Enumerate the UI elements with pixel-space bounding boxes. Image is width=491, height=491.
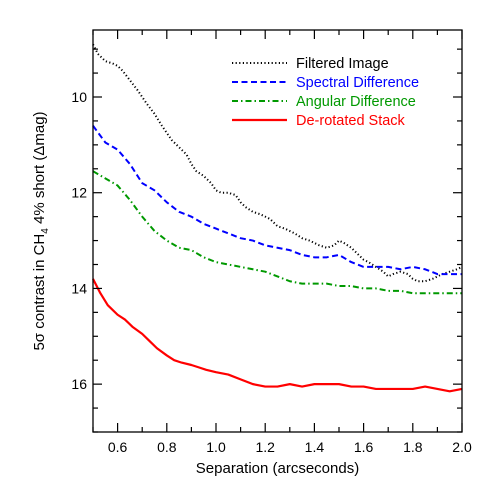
y-tick-label: 16 bbox=[71, 376, 87, 392]
series-line-filtered-image bbox=[92, 43, 463, 283]
series-layer bbox=[92, 43, 463, 393]
x-tick-label: 1.2 bbox=[255, 439, 275, 455]
y-axis-label-prefix: 5σ contrast in CH bbox=[31, 234, 48, 351]
x-tick-label: 1.4 bbox=[305, 439, 325, 455]
x-tick-label: 1.0 bbox=[206, 439, 226, 455]
x-axis-label: Separation (arcseconds) bbox=[196, 460, 359, 477]
x-tick-label: 1.6 bbox=[354, 439, 374, 455]
x-tick-label: 0.8 bbox=[157, 439, 177, 455]
plot-frame bbox=[92, 29, 463, 433]
y-tick-label: 12 bbox=[71, 185, 87, 201]
ticks-layer bbox=[92, 30, 463, 433]
x-tick-label: 2.0 bbox=[452, 439, 472, 455]
legend-label: Filtered Image bbox=[296, 56, 389, 72]
series-line-spectral-difference bbox=[92, 125, 462, 276]
y-tick-label: 10 bbox=[71, 89, 87, 105]
legend-label: Angular Difference bbox=[296, 94, 416, 110]
series-line-de-rotated-stack bbox=[92, 278, 463, 393]
y-tick-label: 14 bbox=[71, 280, 87, 296]
y-axis-label: 5σ contrast in CH4 4% short (Δmag) bbox=[31, 111, 51, 350]
y-axis-label-suffix: 4% short (Δmag) bbox=[31, 111, 48, 228]
legend-label: De-rotated Stack bbox=[296, 113, 406, 129]
x-tick-label: 0.6 bbox=[108, 439, 128, 455]
x-tick-label: 1.8 bbox=[403, 439, 423, 455]
series-line-angular-difference bbox=[92, 170, 462, 295]
legend-label: Spectral Difference bbox=[296, 75, 419, 91]
y-axis-label-subscript: 4 bbox=[40, 228, 51, 234]
legend: Filtered Image Spectral Difference Angular… bbox=[232, 56, 419, 129]
tick-labels-layer: 0.6 0.8 1.0 1.2 1.4 1.6 1.8 2.0 10 12 14 16 bbox=[71, 89, 472, 455]
